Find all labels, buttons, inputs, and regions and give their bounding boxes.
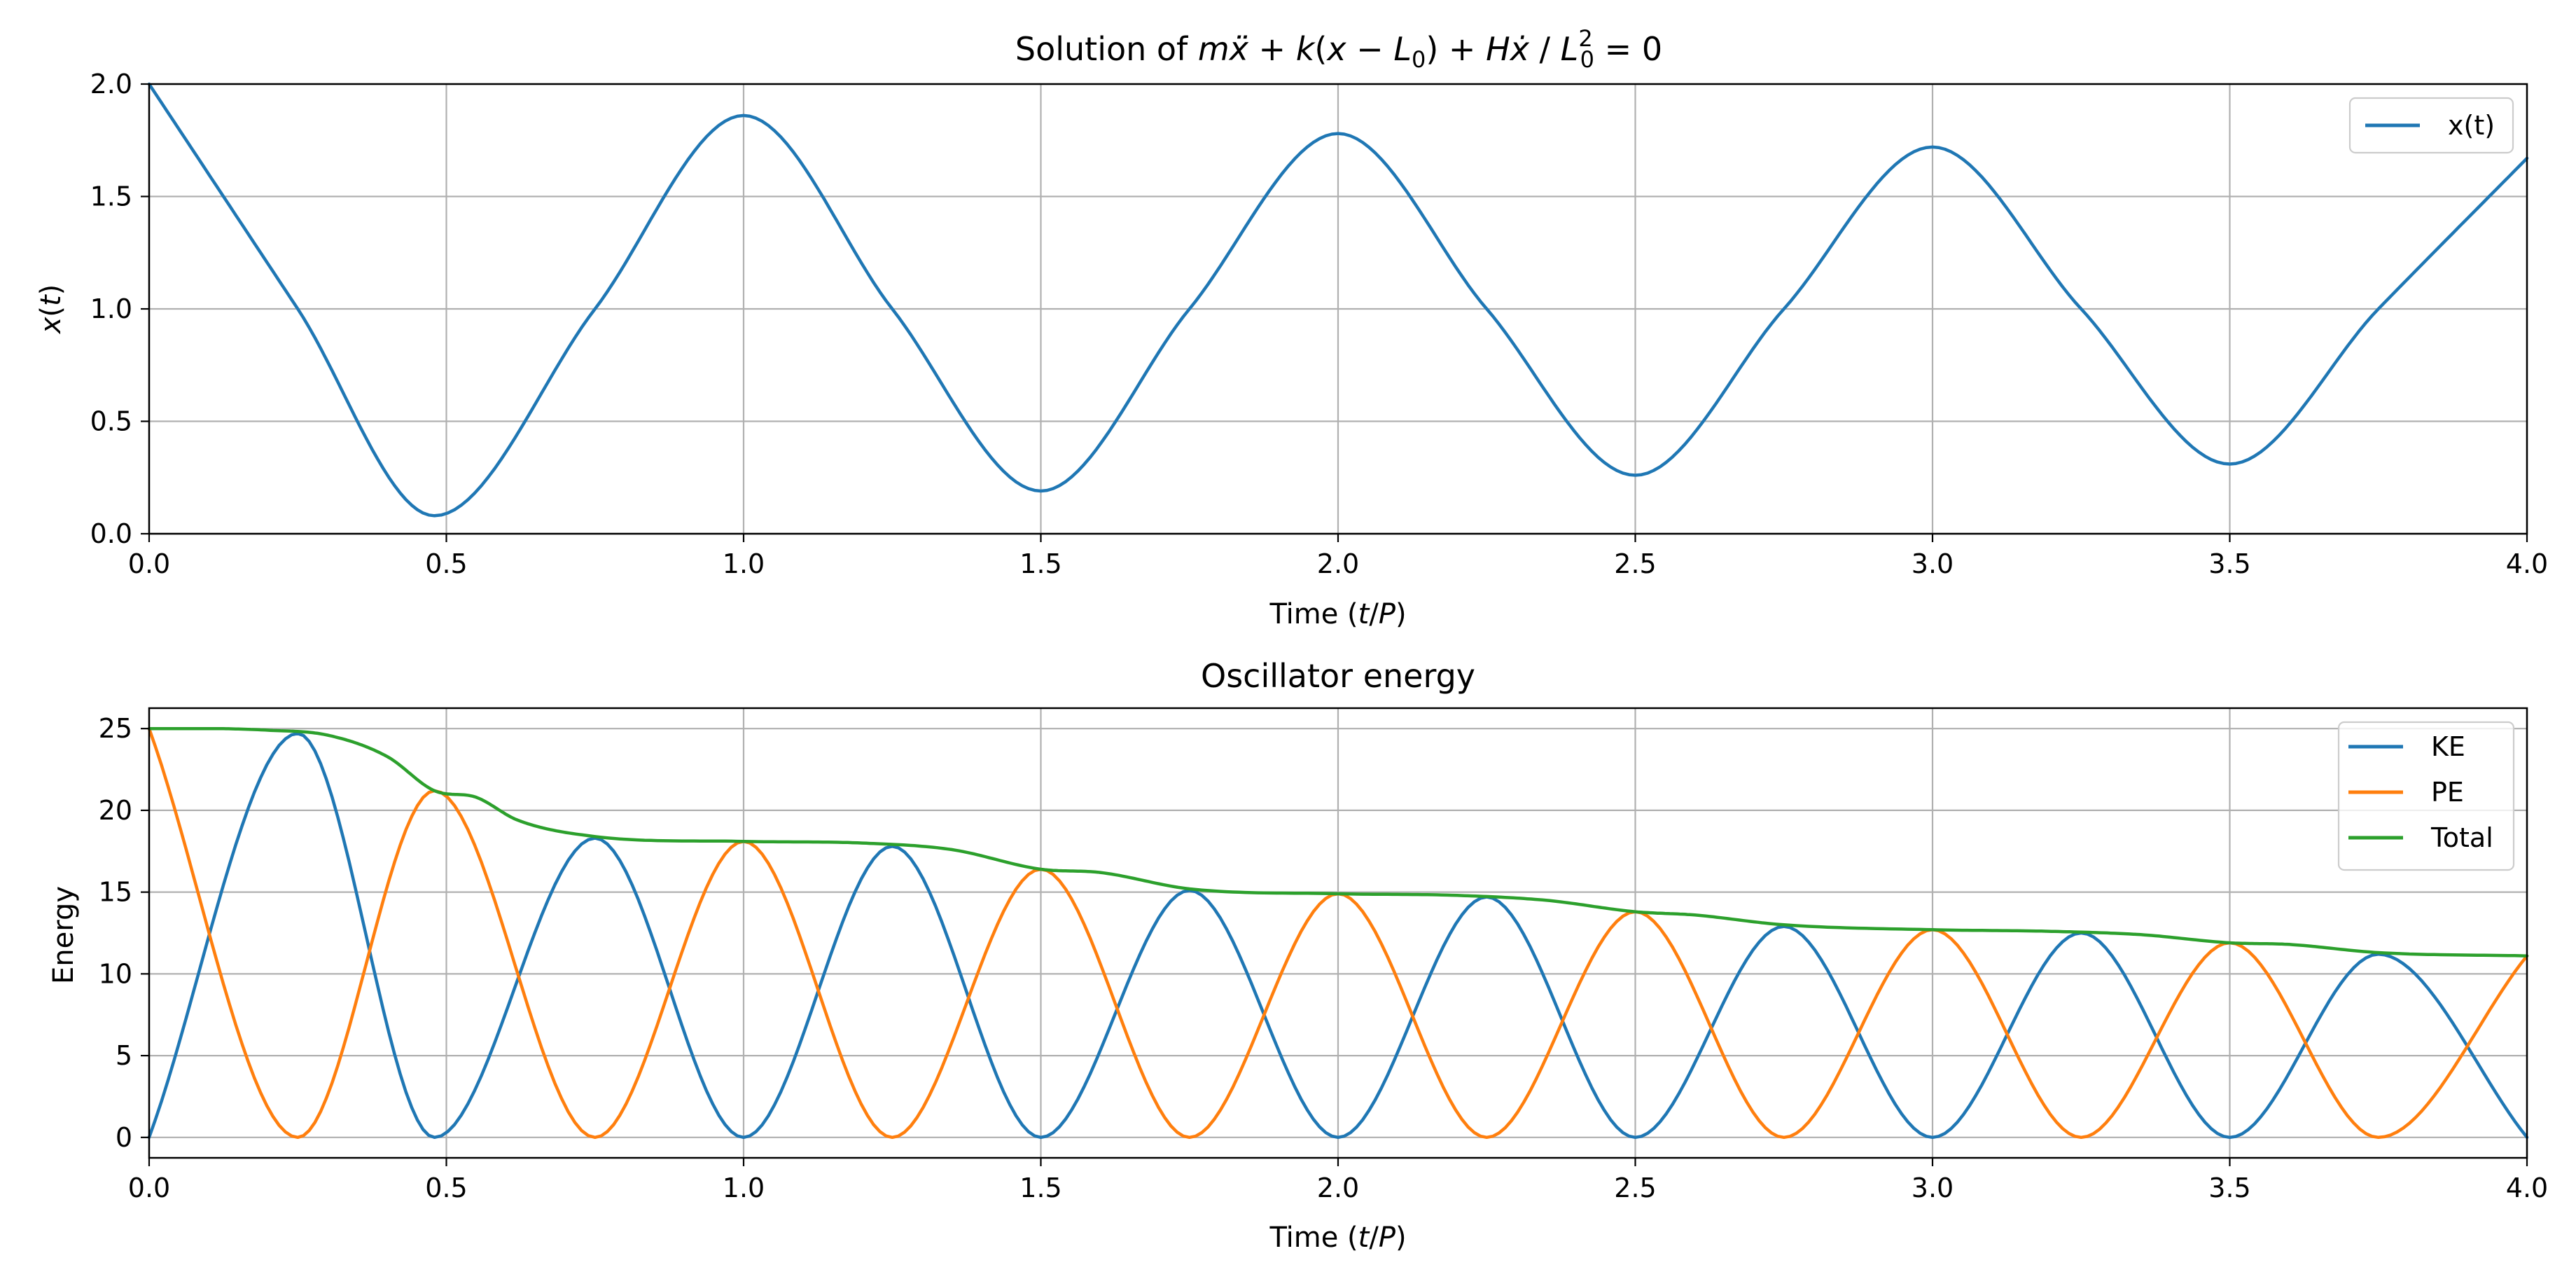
position-chart: Solution of mẍ + k(x − L0) + Hẋ / L2 0 … [35,25,2548,630]
energy-chart-y-axis-label: Energy [48,886,80,984]
energy-chart-x-tick-label: 0.5 [425,1173,467,1203]
energy-chart-x-tick-label: 0.0 [128,1173,170,1203]
position-chart-grid [148,83,2528,535]
energy-chart-y-tick-label: 5 [116,1040,132,1071]
position-chart-y-tick-label: 1.5 [90,181,132,212]
energy-chart-y-tick-label: 25 [99,713,132,744]
legend-label-ke: KE [2431,731,2465,762]
position-chart-x-ticks: 0.0 0.5 1.0 1.5 2.0 2.5 3.0 3.5 4.0 [128,534,2548,579]
energy-chart-legend: KE PE Total [2337,721,2515,871]
position-chart-x-tick-label: 3.0 [1912,548,1954,579]
position-chart-x-tick-label: 2.5 [1614,548,1656,579]
series-line-ke [147,731,2529,1140]
energy-chart-x-tick-label: 1.5 [1019,1173,1061,1203]
position-chart-x-axis-label: Time (t/P) [1269,598,1406,630]
series-line-total [147,726,2529,958]
legend-label-x-t: x(t) [2448,110,2495,141]
energy-chart-x-tick-label: 3.5 [2208,1173,2250,1203]
energy-chart-x-tick-label: 2.5 [1614,1173,1656,1203]
energy-chart-title: Oscillator energy [1201,657,1475,695]
energy-chart-x-axis-label: Time (t/P) [1269,1222,1406,1254]
energy-chart-y-ticks: 0 5 10 15 20 25 [99,713,149,1153]
legend-label-pe: PE [2431,777,2464,808]
position-chart-y-tick-label: 1.0 [90,293,132,324]
position-chart-y-tick-label: 0.0 [90,518,132,549]
energy-chart-y-tick-label: 10 [99,958,132,989]
energy-chart-x-ticks: 0.0 0.5 1.0 1.5 2.0 2.5 3.0 3.5 4.0 [128,1158,2548,1203]
position-chart-x-tick-label: 4.0 [2506,548,2548,579]
position-chart-x-tick-label: 2.0 [1317,548,1359,579]
energy-chart-x-tick-label: 3.0 [1912,1173,1954,1203]
energy-chart-y-tick-label: 20 [99,795,132,826]
position-chart-y-tick-label: 2.0 [90,69,132,99]
energy-chart-plot-area [147,726,2529,1140]
position-chart-x-tick-label: 3.5 [2208,548,2250,579]
energy-chart-y-tick-label: 0 [116,1122,132,1153]
position-chart-x-tick-label: 1.0 [723,548,765,579]
position-chart-title: Solution of mẍ + k(x − L0) + Hẋ / L2 0 … [1015,25,1662,73]
energy-chart-x-tick-label: 1.0 [723,1173,765,1203]
legend-label-total: Total [2430,822,2493,853]
position-chart-x-tick-label: 0.5 [425,548,467,579]
position-chart-legend-frame [2348,97,2514,154]
position-chart-legend: x(t) [2348,97,2514,154]
energy-chart-y-tick-label: 15 [99,877,132,908]
position-chart-x-tick-label: 1.5 [1019,548,1061,579]
position-chart-y-tick-label: 0.5 [90,406,132,437]
energy-chart-legend-frame [2337,721,2515,871]
position-chart-y-ticks: 0.0 0.5 1.0 1.5 2.0 [90,69,149,549]
series-line-x-t [147,82,2529,518]
energy-chart: Oscillator energy 0.0 0.5 1.0 1.5 2.0 2.5 3.0 3… [48,657,2548,1254]
position-chart-x-tick-label: 0.0 [128,548,170,579]
position-chart-y-axis-label: x(t) [35,284,67,336]
energy-chart-x-tick-label: 4.0 [2506,1173,2548,1203]
energy-chart-x-tick-label: 2.0 [1317,1173,1359,1203]
position-chart-plot-area [147,82,2529,518]
